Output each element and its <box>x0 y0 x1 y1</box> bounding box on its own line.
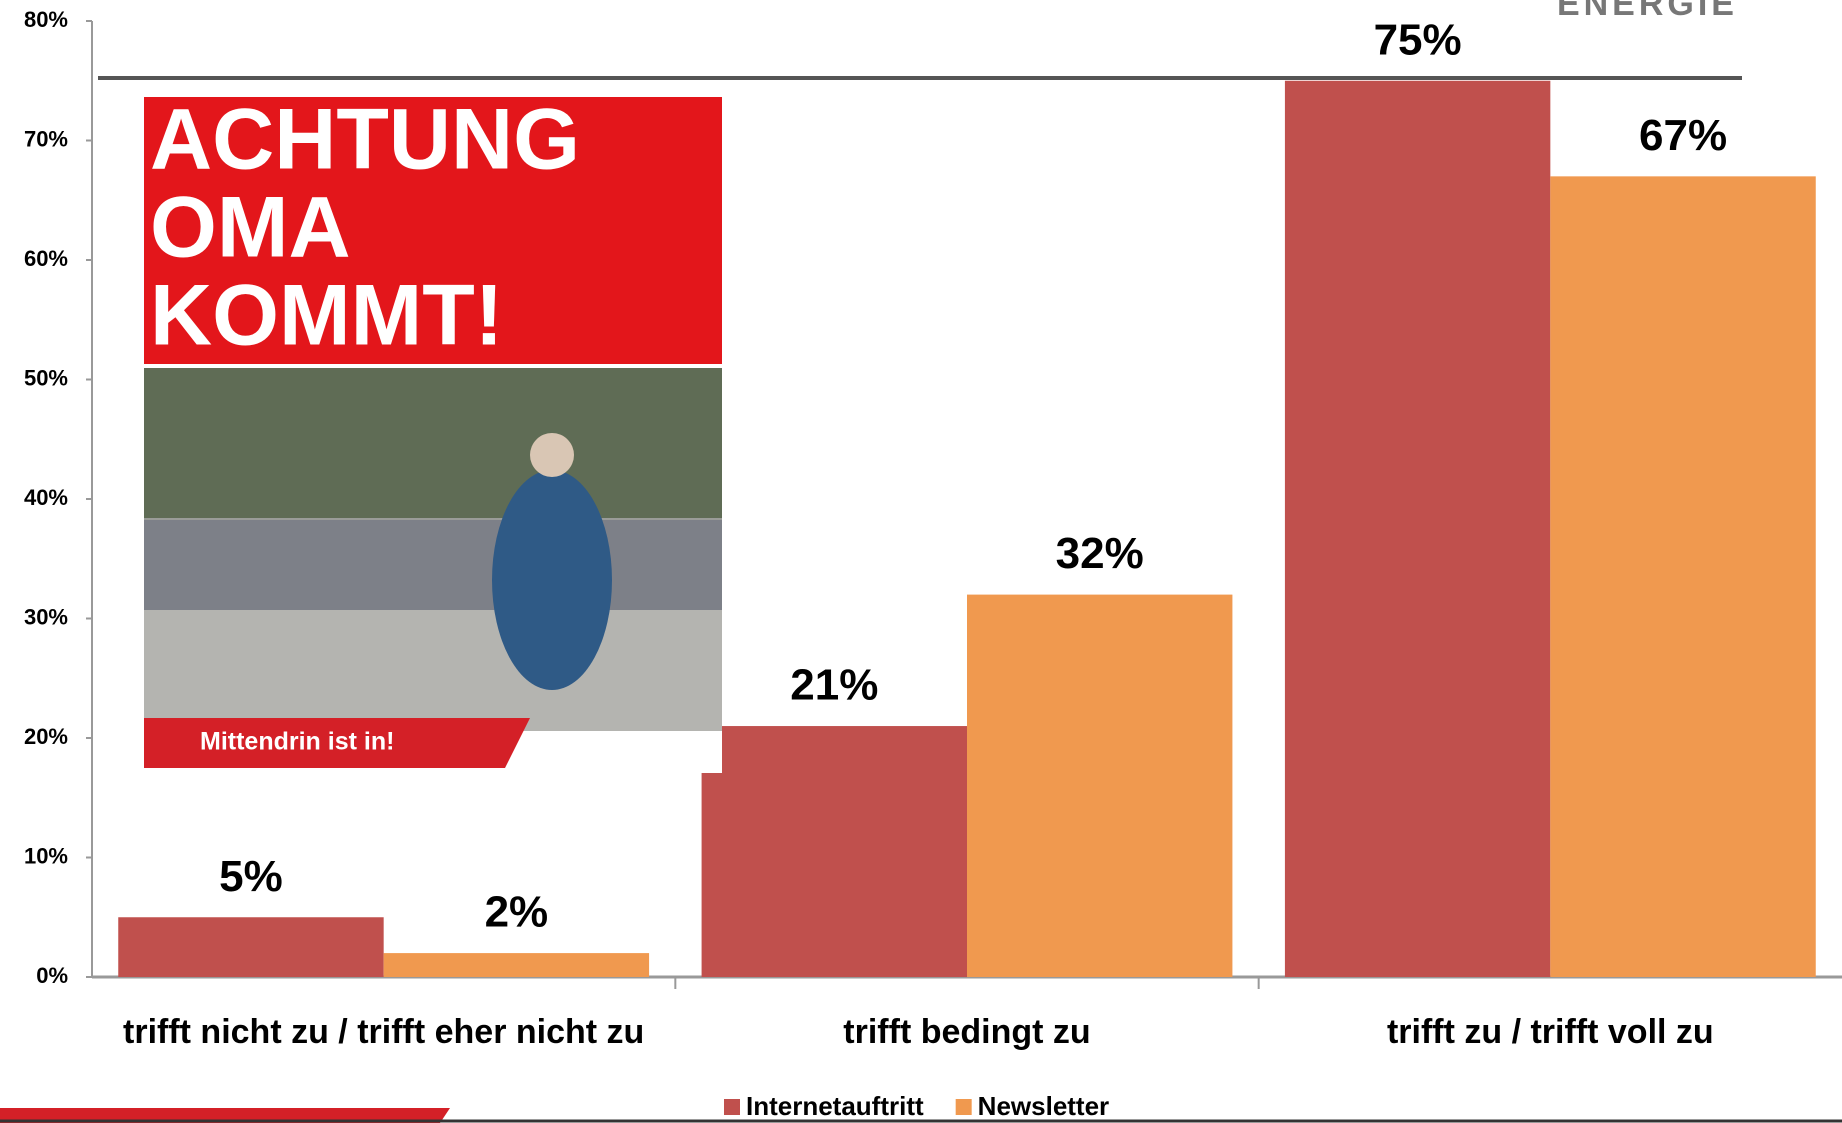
photo-road <box>144 610 722 731</box>
value-label: 75% <box>1374 15 1462 64</box>
legend-label: Internetauftritt <box>746 1091 924 1121</box>
x-tick-label: trifft zu / trifft voll zu <box>1387 1013 1714 1051</box>
y-tick-label: 20% <box>24 724 68 749</box>
bar <box>383 953 650 977</box>
photo-headline: OMA <box>150 180 351 276</box>
y-tick-label: 70% <box>24 126 68 151</box>
y-tick-label: 40% <box>24 485 68 510</box>
footer-banner <box>0 1108 450 1123</box>
photo-headline: ACHTUNG <box>150 92 580 188</box>
legend-label: Newsletter <box>978 1091 1110 1121</box>
bar <box>118 917 384 977</box>
photo-head <box>530 433 574 477</box>
y-tick-label: 10% <box>24 843 68 868</box>
y-tick-label: 50% <box>24 365 68 390</box>
bar <box>1284 80 1551 977</box>
y-tick-label: 30% <box>24 604 68 629</box>
y-tick-label: 80% <box>24 7 68 32</box>
x-tick-label: trifft bedingt zu <box>843 1013 1090 1051</box>
value-label: 67% <box>1639 111 1727 160</box>
photo-red <box>144 97 722 364</box>
x-tick-label: trifft nicht zu / trifft eher nicht zu <box>123 1013 644 1051</box>
bar <box>967 594 1233 977</box>
photo-headline: KOMMT! <box>150 268 503 364</box>
legend-swatch <box>955 1099 972 1115</box>
value-label: 5% <box>219 852 283 901</box>
photo-slogan: Mittendrin ist in! <box>200 728 394 756</box>
value-label: 21% <box>790 661 878 710</box>
photo-cars <box>144 520 722 610</box>
photo-banner <box>144 718 530 768</box>
photo-trees <box>144 368 722 518</box>
bar <box>701 726 967 977</box>
value-label: 2% <box>485 888 549 937</box>
value-label: 32% <box>1056 529 1144 578</box>
logo: ENERGIE <box>1557 0 1738 23</box>
y-tick-label: 60% <box>24 246 68 271</box>
legend-swatch <box>724 1099 740 1115</box>
bar <box>1550 176 1816 978</box>
photo-scooter <box>492 470 612 690</box>
y-tick-label: 0% <box>36 963 68 988</box>
